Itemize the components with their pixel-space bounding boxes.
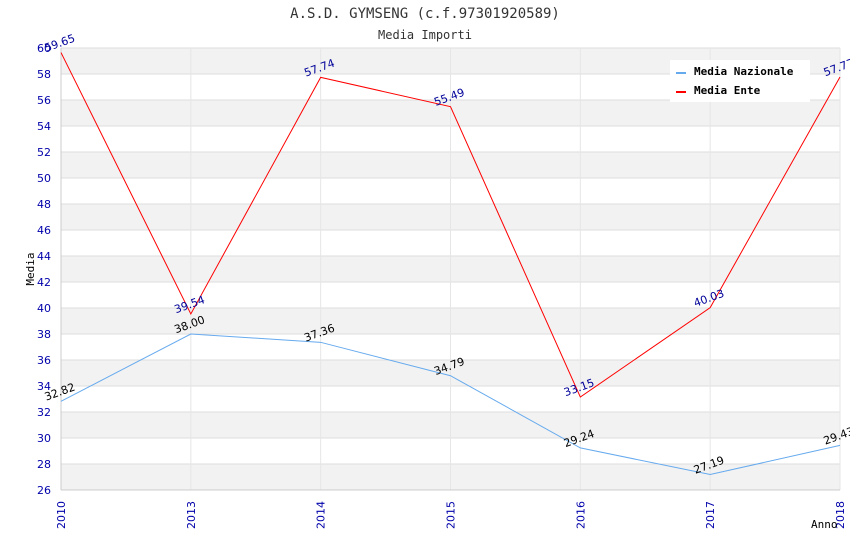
y-axis-label: Media <box>24 252 37 285</box>
y-tick-label: 56 <box>37 94 51 107</box>
y-tick-label: 32 <box>37 406 51 419</box>
x-tick-label: 2016 <box>574 501 587 529</box>
series-line-media-nazionale <box>60 333 841 476</box>
y-tick-label: 48 <box>37 198 51 211</box>
chart-subtitle: Media Importi <box>378 28 472 42</box>
x-tick-label: 2010 <box>55 501 68 529</box>
y-tick-label: 46 <box>37 224 51 237</box>
chart-title: A.S.D. GYMSENG (c.f.97301920589) <box>290 6 560 22</box>
legend-label-media-nazionale: Media Nazionale <box>694 65 794 78</box>
y-tick-label: 60 <box>37 42 51 55</box>
series-line-media-ente <box>60 52 841 398</box>
y-tick-label: 30 <box>37 432 51 445</box>
y-tick-label: 38 <box>37 328 51 341</box>
y-tick-label: 36 <box>37 354 51 367</box>
y-tick-labels: 26 28 30 32 34 36 38 40 42 44 46 48 50 52 54 56 58 60 <box>37 42 51 497</box>
y-tick-label: 42 <box>37 276 51 289</box>
legend: Media Nazionale Media Ente <box>670 60 810 102</box>
y-tick-label: 50 <box>37 172 51 185</box>
x-tick-label: 2014 <box>315 501 328 529</box>
x-tick-labels: 2010 2013 2014 2015 2016 2017 2018 <box>55 501 847 529</box>
x-tick-label: 2017 <box>704 501 717 529</box>
y-tick-label: 26 <box>37 484 51 497</box>
y-tick-label: 28 <box>37 458 51 471</box>
x-axis-label: Anno <box>811 518 838 531</box>
y-tick-label: 58 <box>37 68 51 81</box>
x-tick-label: 2015 <box>445 501 458 529</box>
legend-box <box>670 60 810 102</box>
y-tick-label: 34 <box>37 380 51 393</box>
y-tick-label: 54 <box>37 120 51 133</box>
y-tick-label: 44 <box>37 250 51 263</box>
y-tick-label: 40 <box>37 302 51 315</box>
legend-label-media-ente: Media Ente <box>694 84 761 97</box>
x-tick-label: 2018 <box>834 501 847 529</box>
x-tick-label: 2013 <box>185 501 198 529</box>
y-tick-label: 52 <box>37 146 51 159</box>
series-lines <box>60 52 841 476</box>
axes <box>60 48 840 491</box>
